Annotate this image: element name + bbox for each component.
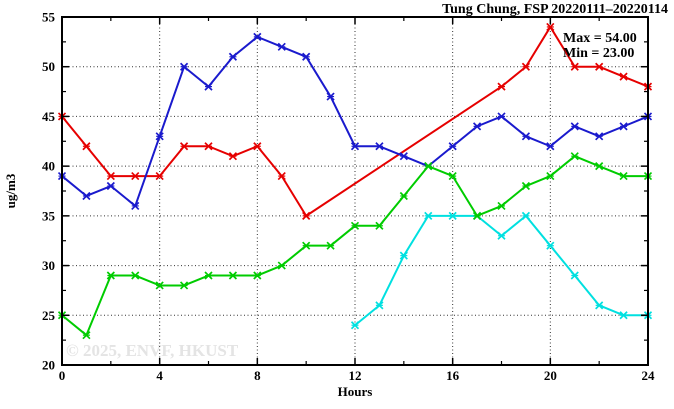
y-axis-label: ug/m3 (3, 173, 18, 208)
plot-frame (61, 16, 649, 366)
svg-text:12: 12 (349, 368, 362, 383)
x-axis-label: Hours (338, 384, 373, 399)
svg-text:16: 16 (446, 368, 460, 383)
axis-ticks (61, 16, 649, 366)
svg-text:25: 25 (42, 308, 56, 323)
data-series (57, 22, 653, 340)
watermark: © 2025, ENVF, HKUST (66, 341, 239, 360)
svg-text:30: 30 (42, 258, 55, 273)
gridlines (62, 17, 648, 365)
min-annotation: Min = 23.00 (563, 46, 634, 61)
svg-text:40: 40 (42, 159, 55, 174)
svg-text:8: 8 (254, 368, 261, 383)
max-annotation: Max = 54.00 (563, 31, 637, 46)
svg-text:24: 24 (642, 368, 656, 383)
svg-text:35: 35 (42, 208, 56, 223)
svg-text:20: 20 (42, 358, 55, 373)
svg-text:45: 45 (42, 109, 56, 124)
svg-text:50: 50 (42, 59, 55, 74)
svg-text:20: 20 (544, 368, 557, 383)
svg-text:4: 4 (156, 368, 163, 383)
tick-labels: 0 4 8 12 16 20 24 20 25 30 35 40 45 50 55 (42, 10, 655, 384)
chart-title: Tung Chung, FSP 20220111–20220114 (442, 2, 668, 17)
svg-text:55: 55 (42, 10, 56, 25)
svg-text:0: 0 (59, 368, 66, 383)
